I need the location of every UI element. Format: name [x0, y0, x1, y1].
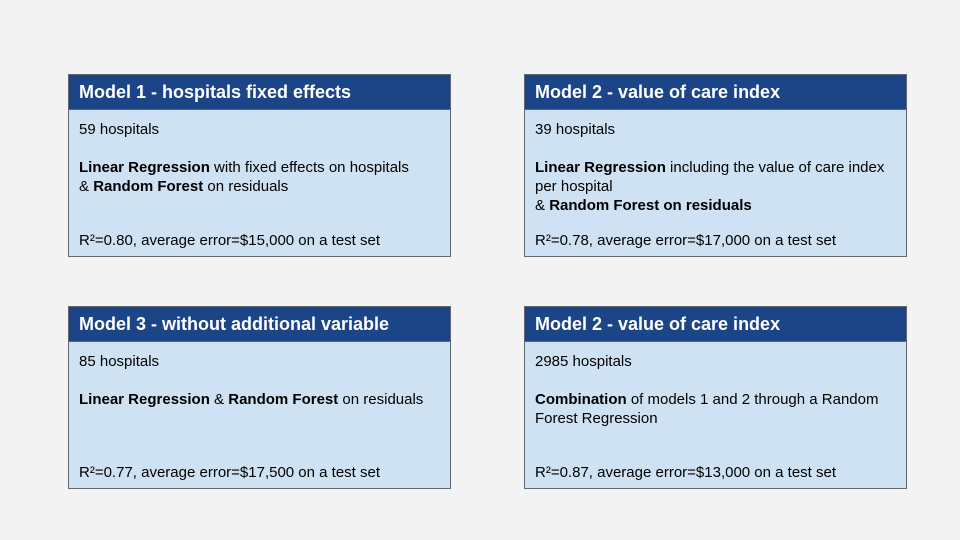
card-body: 39 hospitals Linear Regression including…	[525, 110, 906, 256]
method-text: with fixed effects on hospitals	[209, 159, 409, 176]
card-title: Model 2 - value of care index	[525, 75, 906, 110]
method-bold: Random Forest	[93, 178, 204, 195]
model-description: Linear Regression including the value of…	[535, 158, 896, 215]
hospital-count: 85 hospitals	[79, 353, 160, 370]
card-body: 85 hospitals Linear Regression & Random …	[69, 342, 450, 488]
model-1-card: Model 1 - hospitals fixed effects 59 hos…	[68, 74, 451, 257]
method-text: on residuals	[338, 391, 424, 408]
method-text: including the value of care index per ho…	[535, 159, 885, 195]
method-bold: Random Forest	[228, 391, 339, 408]
model-description: Linear Regression with fixed effects on …	[79, 158, 440, 196]
model-combination-card: Model 2 - value of care index 2985 hospi…	[524, 306, 907, 489]
method-text: &	[79, 178, 94, 195]
card-title: Model 1 - hospitals fixed effects	[69, 75, 450, 110]
card-body: 2985 hospitals Combination of models 1 a…	[525, 342, 906, 488]
card-title: Model 3 - without additional variable	[69, 307, 450, 342]
hospital-count: 59 hospitals	[79, 121, 160, 138]
model-metric: R²=0.78, average error=$17,000 on a test…	[535, 232, 837, 249]
method-bold: Random Forest on residuals	[549, 197, 752, 214]
hospital-count: 39 hospitals	[535, 121, 616, 138]
hospital-count: 2985 hospitals	[535, 353, 632, 370]
method-bold: Linear Regression	[535, 159, 666, 176]
model-metric: R²=0.77, average error=$17,500 on a test…	[79, 464, 381, 481]
model-2-card: Model 2 - value of care index 39 hospita…	[524, 74, 907, 257]
method-text: on residuals	[203, 178, 289, 195]
model-metric: R²=0.80, average error=$15,000 on a test…	[79, 232, 381, 249]
method-bold: Linear Regression	[79, 391, 210, 408]
model-metric: R²=0.87, average error=$13,000 on a test…	[535, 464, 837, 481]
method-bold: Linear Regression	[79, 159, 210, 176]
model-description: Combination of models 1 and 2 through a …	[535, 390, 896, 428]
method-text: &	[535, 197, 550, 214]
model-description: Linear Regression & Random Forest on res…	[79, 390, 440, 409]
method-text: of models 1 and 2 through a Random Fores…	[535, 391, 879, 427]
method-bold: Combination	[535, 391, 627, 408]
model-3-card: Model 3 - without additional variable 85…	[68, 306, 451, 489]
method-text: &	[209, 391, 229, 408]
card-title: Model 2 - value of care index	[525, 307, 906, 342]
card-body: 59 hospitals Linear Regression with fixe…	[69, 110, 450, 256]
